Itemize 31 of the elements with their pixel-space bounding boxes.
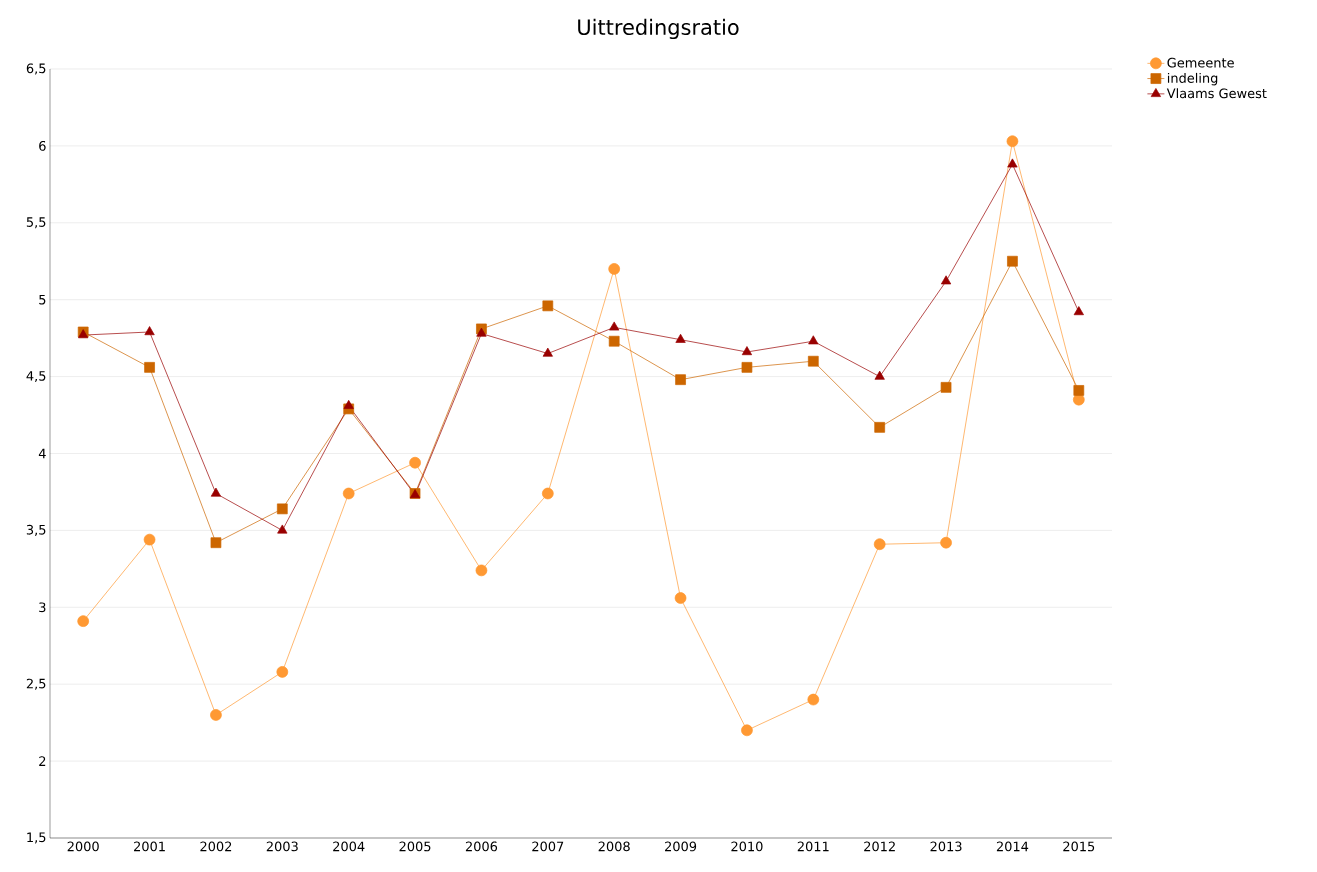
- x-tick-label: 2006: [465, 841, 498, 852]
- y-tick-label: 5: [39, 294, 46, 305]
- x-tick-label: 2014: [996, 841, 1029, 852]
- x-tick-label: 2001: [134, 841, 165, 852]
- x-tick-label: 2009: [665, 841, 697, 852]
- y-tick-label: 6,5: [26, 63, 46, 75]
- y-tick-label: 3: [39, 602, 46, 613]
- x-tick-label: 2015: [1063, 841, 1095, 852]
- x-tick-label: 2008: [598, 841, 630, 852]
- x-tick-label: 2010: [731, 841, 763, 852]
- y-tick-label: 1,5: [27, 832, 46, 844]
- y-tick-label: 4: [38, 448, 46, 459]
- y-tick-label: 6: [39, 141, 46, 151]
- x-tick-label: 2011: [797, 841, 829, 852]
- y-tick-label: 4,5: [26, 371, 46, 383]
- x-tick-label: 2012: [864, 841, 895, 852]
- y-tick-label: 5,5: [26, 217, 46, 229]
- x-tick-label: 2003: [266, 841, 298, 852]
- legend-label: indeling: [1167, 72, 1218, 86]
- x-tick-label: 2013: [930, 841, 962, 852]
- x-tick-label: 2007: [532, 841, 564, 852]
- x-tick-label: 2002: [200, 841, 232, 852]
- x-tick-label: 2000: [67, 841, 99, 852]
- x-tick-label: 2005: [399, 841, 431, 852]
- y-tick-label: 2,5: [26, 678, 46, 690]
- x-tick-label: 2004: [333, 841, 365, 852]
- chart-title: Uittredingsratio: [578, 18, 739, 40]
- y-tick-label: 3,5: [26, 524, 46, 536]
- legend-label: Vlaams Gewest: [1166, 88, 1267, 99]
- y-tick-label: 2: [39, 756, 46, 766]
- legend-label: Gemeente: [1167, 57, 1234, 68]
